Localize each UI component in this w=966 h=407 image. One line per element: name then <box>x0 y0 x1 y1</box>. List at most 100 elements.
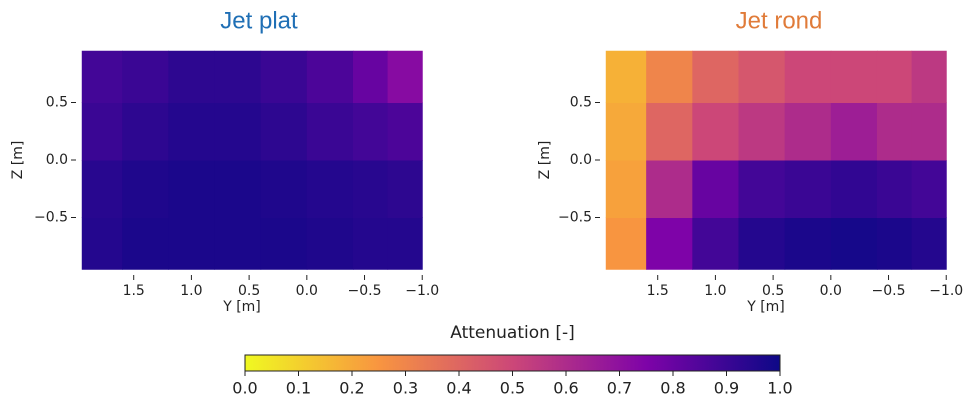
heatmap-cell <box>352 160 389 218</box>
heatmap-cell <box>605 160 647 218</box>
heatmap-cell <box>260 102 308 161</box>
colorbar-tick-label: 0.4 <box>446 379 471 398</box>
heatmap-cell <box>81 217 123 270</box>
heatmap-cell <box>646 102 693 161</box>
x-axis-label: Y [m] <box>746 299 785 315</box>
heatmap-cell <box>168 50 215 103</box>
heatmap-cell <box>122 160 169 218</box>
x-axis-label: Y [m] <box>222 299 261 315</box>
heatmap-cell <box>306 50 354 103</box>
heatmap-cell <box>876 160 913 218</box>
x-tick-label: 1.5 <box>123 283 145 299</box>
colorbar-tick-label: 0.9 <box>714 379 739 398</box>
colorbar-tick-label: 1.0 <box>767 379 792 398</box>
heatmap-cell <box>81 102 123 161</box>
heatmap-cell <box>260 160 308 218</box>
heatmap-cell <box>214 160 262 218</box>
x-tick-label: −0.5 <box>872 283 906 299</box>
heatmap-cell <box>81 160 123 218</box>
heatmap-cell <box>306 217 354 270</box>
heatmap-cell <box>81 50 123 103</box>
colorbar-tick-label: 0.3 <box>393 379 418 398</box>
heatmap-cell <box>214 217 262 270</box>
x-tick-label: 0.5 <box>238 283 260 299</box>
heatmap-cell <box>646 160 693 218</box>
heatmap-cell <box>260 50 308 103</box>
colorbar-tick-label: 0.5 <box>500 379 525 398</box>
chart-title: Jet plat <box>220 7 298 34</box>
heatmap-cell <box>911 160 947 218</box>
heatmap-cell <box>646 217 693 270</box>
heatmap-cell <box>352 50 389 103</box>
heatmap-cell <box>784 217 832 270</box>
x-tick-label: 0.0 <box>296 283 318 299</box>
heatmap-cell <box>738 217 786 270</box>
y-tick-label: 0.0 <box>570 152 592 168</box>
colorbar-tick-label: 0.0 <box>232 379 257 398</box>
colorbar-tick-label: 0.2 <box>339 379 364 398</box>
heatmap-cell <box>830 217 878 270</box>
colorbar-label: Attenuation [-] <box>450 323 574 343</box>
colorbar-tick-label: 0.8 <box>660 379 685 398</box>
y-tick-label: −0.5 <box>34 210 68 226</box>
heatmap-cell <box>214 102 262 161</box>
colorbar-tick-label: 0.6 <box>553 379 578 398</box>
heatmap-cell <box>692 217 739 270</box>
heatmap-cell <box>738 160 786 218</box>
y-axis-label: Z [m] <box>10 141 26 180</box>
y-axis-label: Z [m] <box>537 141 553 180</box>
heatmap-cell <box>352 217 389 270</box>
heatmap-cell <box>876 217 913 270</box>
heatmap-cell <box>911 50 947 103</box>
heatmap-cell <box>168 102 215 161</box>
heatmap-cell <box>605 50 647 103</box>
heatmap-cell <box>605 217 647 270</box>
x-tick-label: 1.5 <box>647 283 669 299</box>
heatmap-cell <box>387 160 423 218</box>
y-tick-label: −0.5 <box>558 210 592 226</box>
heatmap-cell <box>646 50 693 103</box>
heatmap-cell <box>306 160 354 218</box>
heatmap-cell <box>214 50 262 103</box>
heatmap-cell <box>784 50 832 103</box>
heatmap-cell <box>352 102 389 161</box>
heatmap-cell <box>605 102 647 161</box>
heatmap-cell <box>122 102 169 161</box>
heatmap-cell <box>911 217 947 270</box>
heatmap-cell <box>830 160 878 218</box>
x-tick-label: 1.0 <box>180 283 202 299</box>
x-tick-label: 0.0 <box>820 283 842 299</box>
colorbar-tick-label: 0.1 <box>286 379 311 398</box>
heatmap-cell <box>692 160 739 218</box>
heatmap-cell <box>306 102 354 161</box>
y-tick-label: 0.5 <box>570 95 592 111</box>
x-tick-label: −1.0 <box>929 283 963 299</box>
heatmap-cell <box>260 217 308 270</box>
heatmap-cell <box>692 102 739 161</box>
heatmap-cell <box>122 217 169 270</box>
heatmap-cell <box>784 102 832 161</box>
heatmap-cell <box>784 160 832 218</box>
heatmap-cell <box>738 50 786 103</box>
heatmap-cell <box>387 102 423 161</box>
heatmap-cell <box>876 50 913 103</box>
heatmap-cell <box>692 50 739 103</box>
y-tick-label: 0.5 <box>46 95 68 111</box>
heatmap-cell <box>876 102 913 161</box>
colorbar <box>244 354 781 372</box>
heatmap-cell <box>830 50 878 103</box>
x-tick-label: 0.5 <box>762 283 784 299</box>
heatmap-cell <box>168 160 215 218</box>
x-tick-label: 1.0 <box>704 283 726 299</box>
heatmap-cell <box>387 50 423 103</box>
heatmap-cell <box>168 217 215 270</box>
heatmap-cell <box>387 217 423 270</box>
heatmap-cell <box>911 102 947 161</box>
x-tick-label: −1.0 <box>405 283 439 299</box>
x-tick-label: −0.5 <box>348 283 382 299</box>
heatmap-cell <box>122 50 169 103</box>
heatmap-cell <box>738 102 786 161</box>
colorbar-tick-label: 0.7 <box>607 379 632 398</box>
heatmap-cell <box>830 102 878 161</box>
